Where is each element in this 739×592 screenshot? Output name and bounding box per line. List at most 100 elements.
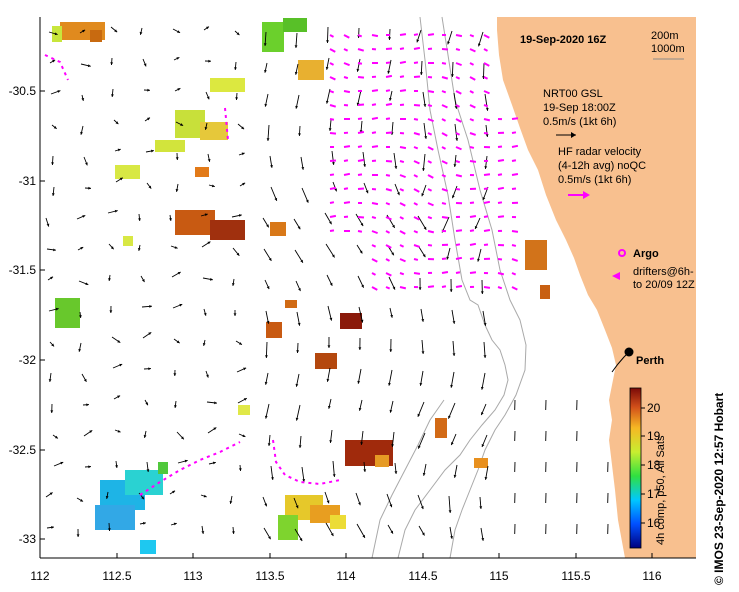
current-vector-head [234, 67, 237, 70]
hf-vector [427, 104, 433, 108]
current-vector-head [110, 62, 114, 65]
current-vector-head [325, 100, 329, 104]
current-vector-head [148, 367, 151, 371]
hf-vector [399, 286, 407, 290]
current-vector [417, 401, 425, 417]
current-vector-head [206, 374, 209, 378]
colorbar-tick-label: 19 [647, 429, 661, 443]
hf-vector [441, 104, 448, 109]
current-vector-head [242, 434, 246, 438]
hf-vector [511, 173, 519, 176]
hf-vector [511, 244, 517, 247]
current-vector-head [448, 510, 452, 513]
current-vector-head [328, 128, 332, 131]
current-vector-head [211, 184, 215, 188]
hf-vector [441, 146, 446, 150]
current-vector-head [388, 37, 392, 40]
current-vector-head [271, 477, 274, 480]
current-vector-head [233, 313, 237, 316]
current-vector-head [54, 32, 58, 36]
current-vector-head [359, 250, 363, 254]
current-vector-head [143, 521, 146, 525]
current-vector-head [298, 133, 301, 136]
hf-vector [469, 62, 475, 66]
current-vector-head [243, 367, 247, 371]
hf-vector [455, 34, 463, 38]
current-vector-head [330, 533, 334, 537]
hf-vector [371, 103, 377, 106]
hf-vector [469, 34, 475, 38]
hf-vector [385, 272, 392, 277]
current-vector-head [416, 39, 420, 43]
hf-vector [399, 216, 404, 220]
current-vector-head [334, 188, 337, 192]
current-vector-head [423, 104, 427, 107]
current-vector-head [356, 68, 360, 72]
current-vector-head [177, 88, 181, 91]
current-vector-head [172, 490, 176, 494]
current-vector-head [298, 288, 301, 292]
current-vector-head [481, 444, 485, 447]
current-vector-head [105, 496, 109, 499]
perth-coastline [611, 352, 629, 373]
hf-legend-line3: 0.5m/s (1kt 6h) [558, 174, 631, 186]
hf-vector [483, 48, 488, 52]
hf-vector [469, 271, 477, 274]
hf-vector [343, 201, 351, 204]
current-vector-head [52, 59, 56, 63]
current-vector-head [242, 182, 246, 186]
current-vector-head [51, 162, 55, 165]
current-vector-head [390, 314, 394, 318]
current-vector-head [119, 177, 123, 181]
current-vector-head [449, 289, 453, 292]
current-vector-head [389, 97, 392, 101]
current-vector-head [421, 351, 425, 354]
current-vector-head [452, 353, 456, 356]
current-vector-head [80, 247, 84, 250]
current-vector-head [85, 162, 88, 166]
current-vector-head [109, 310, 113, 313]
current-vector-head [392, 286, 396, 290]
current-vector [450, 371, 455, 388]
hf-vector [413, 146, 419, 150]
hf-vector [343, 76, 349, 80]
current-vector-head [139, 31, 143, 35]
current-vector-head [298, 445, 302, 448]
x-tick-label: 112 [30, 569, 49, 583]
hf-vector [455, 243, 461, 246]
hf-vector [511, 159, 517, 162]
current-vector-head [151, 149, 154, 153]
current-vector-head [418, 445, 421, 449]
current-vector-head [326, 40, 329, 43]
land-area [497, 17, 696, 558]
current-vector-head [213, 427, 217, 431]
colorbar-tick-label: 16 [647, 516, 661, 530]
hf-vector [441, 76, 449, 80]
hf-vector [399, 174, 406, 179]
hf-vector [427, 132, 433, 136]
current-vector-head [474, 225, 478, 229]
hf-vector [329, 34, 334, 38]
current-vector-head [147, 88, 150, 92]
current-vector-head [53, 248, 56, 252]
x-axis: 112 112.5 113 113.5 114 114.5 115 115.5 116 [30, 553, 662, 583]
current-vector-head [212, 461, 216, 465]
hf-vector [357, 34, 363, 38]
current-vector-head [114, 209, 118, 213]
current-vector-head [143, 63, 147, 67]
hf-vector [413, 104, 421, 107]
hf-vector [329, 214, 337, 218]
hf-vector [469, 146, 475, 149]
current-vector-head [149, 304, 152, 308]
hf-vector [329, 186, 337, 190]
current-vector-head [301, 166, 305, 170]
hf-vector [483, 229, 491, 232]
current-vector-head [453, 474, 457, 478]
hf-vector [413, 216, 420, 221]
current-vector-head [397, 192, 400, 196]
hf-vector [455, 285, 463, 288]
city-label: Perth [636, 355, 664, 367]
hf-vector [413, 33, 419, 36]
hf-vector [455, 188, 461, 191]
